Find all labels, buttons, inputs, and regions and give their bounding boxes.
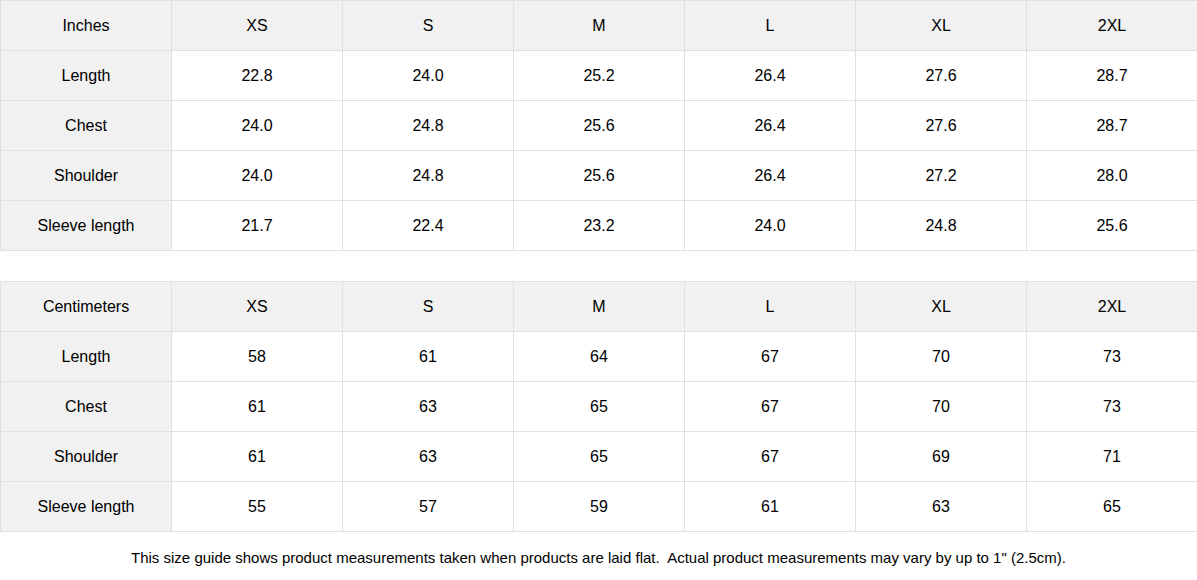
- cell-value: 59: [514, 482, 685, 532]
- unit-header-centimeters: Centimeters: [1, 282, 172, 332]
- table-spacer: [0, 251, 1197, 281]
- cell-value: 23.2: [514, 201, 685, 251]
- header-row-centimeters: Centimeters XS S M L XL 2XL: [1, 282, 1197, 332]
- table-row-shoulder: Shoulder 24.0 24.8 25.6 26.4 27.2 28.0: [1, 151, 1197, 201]
- cell-value: 21.7: [172, 201, 343, 251]
- size-header-m: M: [514, 1, 685, 51]
- unit-header-inches: Inches: [1, 1, 172, 51]
- row-label: Sleeve length: [1, 482, 172, 532]
- table-row-chest: Chest 61 63 65 67 70 73: [1, 382, 1197, 432]
- cell-value: 25.2: [514, 51, 685, 101]
- cell-value: 63: [856, 482, 1027, 532]
- cell-value: 22.8: [172, 51, 343, 101]
- table-row-length: Length 22.8 24.0 25.2 26.4 27.6 28.7: [1, 51, 1197, 101]
- cell-value: 28.7: [1027, 51, 1197, 101]
- cell-value: 26.4: [685, 51, 856, 101]
- size-table-inches: Inches XS S M L XL 2XL Length 22.8 24.0 …: [0, 0, 1197, 251]
- cell-value: 24.8: [343, 101, 514, 151]
- cell-value: 24.0: [343, 51, 514, 101]
- cell-value: 70: [856, 382, 1027, 432]
- cell-value: 65: [514, 432, 685, 482]
- size-header-2xl: 2XL: [1027, 282, 1197, 332]
- table-row-shoulder: Shoulder 61 63 65 67 69 71: [1, 432, 1197, 482]
- cell-value: 28.0: [1027, 151, 1197, 201]
- cell-value: 25.6: [514, 151, 685, 201]
- cell-value: 27.6: [856, 101, 1027, 151]
- cell-value: 55: [172, 482, 343, 532]
- cell-value: 65: [1027, 482, 1197, 532]
- cell-value: 63: [343, 432, 514, 482]
- cell-value: 24.0: [685, 201, 856, 251]
- size-header-s: S: [343, 1, 514, 51]
- size-guide-note: This size guide shows product measuremen…: [0, 532, 1197, 580]
- cell-value: 67: [685, 332, 856, 382]
- cell-value: 61: [343, 332, 514, 382]
- cell-value: 25.6: [1027, 201, 1197, 251]
- cell-value: 64: [514, 332, 685, 382]
- cell-value: 57: [343, 482, 514, 532]
- table-row-sleeve-length: Sleeve length 21.7 22.4 23.2 24.0 24.8 2…: [1, 201, 1197, 251]
- cell-value: 61: [685, 482, 856, 532]
- cell-value: 24.8: [343, 151, 514, 201]
- row-label: Length: [1, 51, 172, 101]
- table-row-length: Length 58 61 64 67 70 73: [1, 332, 1197, 382]
- cell-value: 61: [172, 432, 343, 482]
- size-guide: Inches XS S M L XL 2XL Length 22.8 24.0 …: [0, 0, 1197, 580]
- cell-value: 71: [1027, 432, 1197, 482]
- size-header-xl: XL: [856, 1, 1027, 51]
- cell-value: 24.0: [172, 151, 343, 201]
- cell-value: 69: [856, 432, 1027, 482]
- cell-value: 27.2: [856, 151, 1027, 201]
- size-header-l: L: [685, 282, 856, 332]
- size-table-centimeters: Centimeters XS S M L XL 2XL Length 58 61…: [0, 281, 1197, 532]
- cell-value: 73: [1027, 382, 1197, 432]
- size-header-xs: XS: [172, 1, 343, 51]
- header-row-inches: Inches XS S M L XL 2XL: [1, 1, 1197, 51]
- table-row-chest: Chest 24.0 24.8 25.6 26.4 27.6 28.7: [1, 101, 1197, 151]
- cell-value: 27.6: [856, 51, 1027, 101]
- cell-value: 63: [343, 382, 514, 432]
- cell-value: 25.6: [514, 101, 685, 151]
- size-header-xl: XL: [856, 282, 1027, 332]
- cell-value: 24.8: [856, 201, 1027, 251]
- row-label: Sleeve length: [1, 201, 172, 251]
- size-header-xs: XS: [172, 282, 343, 332]
- row-label: Chest: [1, 382, 172, 432]
- row-label: Chest: [1, 101, 172, 151]
- cell-value: 67: [685, 382, 856, 432]
- row-label: Shoulder: [1, 432, 172, 482]
- cell-value: 22.4: [343, 201, 514, 251]
- size-header-s: S: [343, 282, 514, 332]
- cell-value: 58: [172, 332, 343, 382]
- cell-value: 61: [172, 382, 343, 432]
- size-header-2xl: 2XL: [1027, 1, 1197, 51]
- size-header-m: M: [514, 282, 685, 332]
- cell-value: 67: [685, 432, 856, 482]
- cell-value: 28.7: [1027, 101, 1197, 151]
- cell-value: 65: [514, 382, 685, 432]
- size-header-l: L: [685, 1, 856, 51]
- cell-value: 70: [856, 332, 1027, 382]
- cell-value: 73: [1027, 332, 1197, 382]
- table-row-sleeve-length: Sleeve length 55 57 59 61 63 65: [1, 482, 1197, 532]
- cell-value: 26.4: [685, 151, 856, 201]
- cell-value: 26.4: [685, 101, 856, 151]
- row-label: Length: [1, 332, 172, 382]
- cell-value: 24.0: [172, 101, 343, 151]
- row-label: Shoulder: [1, 151, 172, 201]
